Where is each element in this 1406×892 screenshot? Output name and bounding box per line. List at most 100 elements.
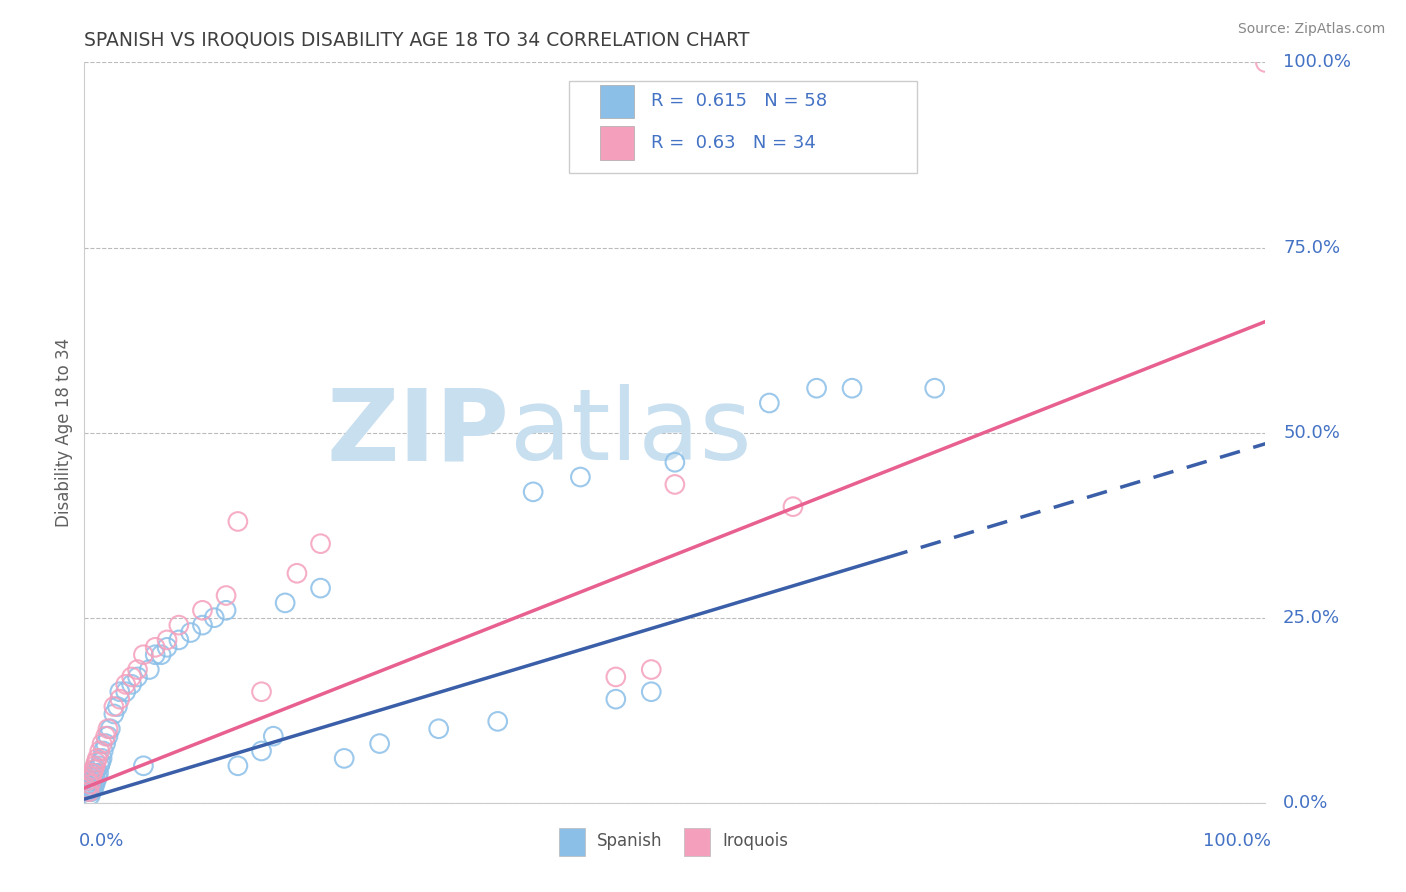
Point: [91, 737, 114, 751]
Point: [76, 780, 98, 795]
Point: [150, 648, 173, 662]
Point: [138, 663, 160, 677]
Text: 0.0%: 0.0%: [1284, 794, 1329, 812]
Point: [83, 770, 105, 784]
Point: [758, 396, 780, 410]
Point: [924, 381, 946, 395]
Point: [664, 477, 686, 491]
Point: [167, 632, 190, 647]
Point: [77, 773, 100, 788]
Point: [333, 751, 356, 765]
Point: [127, 670, 149, 684]
Point: [83, 780, 105, 795]
Text: atlas: atlas: [509, 384, 751, 481]
Point: [250, 744, 273, 758]
Point: [91, 751, 114, 765]
Point: [121, 670, 143, 684]
FancyBboxPatch shape: [600, 85, 634, 118]
Point: [79, 780, 101, 795]
Text: 50.0%: 50.0%: [1284, 424, 1340, 442]
Point: [605, 692, 627, 706]
Point: [180, 625, 202, 640]
Point: [486, 714, 509, 729]
Point: [274, 596, 297, 610]
Point: [77, 785, 100, 799]
Text: 100.0%: 100.0%: [1204, 832, 1271, 850]
Point: [103, 706, 125, 721]
Point: [569, 470, 592, 484]
Point: [664, 455, 686, 469]
Point: [86, 770, 108, 784]
Point: [121, 677, 143, 691]
Text: Spanish: Spanish: [598, 832, 662, 850]
Point: [782, 500, 804, 514]
Point: [86, 751, 108, 765]
Point: [84, 755, 107, 769]
Text: Source: ZipAtlas.com: Source: ZipAtlas.com: [1237, 22, 1385, 37]
Point: [1254, 55, 1277, 70]
Point: [132, 758, 155, 772]
Point: [143, 648, 166, 662]
Point: [82, 766, 104, 780]
FancyBboxPatch shape: [560, 828, 585, 856]
Point: [76, 777, 98, 791]
Text: SPANISH VS IROQUOIS DISABILITY AGE 18 TO 34 CORRELATION CHART: SPANISH VS IROQUOIS DISABILITY AGE 18 TO…: [84, 30, 749, 50]
Point: [215, 589, 238, 603]
Text: Iroquois: Iroquois: [723, 832, 789, 850]
Point: [84, 773, 107, 788]
FancyBboxPatch shape: [600, 127, 634, 160]
Point: [114, 677, 136, 691]
Point: [98, 722, 121, 736]
Point: [143, 640, 166, 655]
Point: [79, 777, 101, 791]
Point: [91, 744, 114, 758]
Point: [250, 685, 273, 699]
Point: [80, 785, 103, 799]
Point: [640, 685, 662, 699]
Point: [90, 755, 112, 769]
Text: R =  0.615   N = 58: R = 0.615 N = 58: [651, 92, 827, 111]
Point: [89, 758, 111, 772]
FancyBboxPatch shape: [568, 81, 917, 173]
Point: [77, 785, 100, 799]
Point: [156, 640, 179, 655]
FancyBboxPatch shape: [685, 828, 710, 856]
Point: [368, 737, 391, 751]
Text: 25.0%: 25.0%: [1284, 608, 1340, 627]
Point: [84, 766, 107, 780]
Point: [80, 777, 103, 791]
Point: [97, 729, 120, 743]
Point: [108, 685, 131, 699]
Point: [107, 699, 129, 714]
Point: [82, 782, 104, 797]
Point: [84, 763, 107, 777]
Point: [156, 632, 179, 647]
Text: 0.0%: 0.0%: [79, 832, 124, 850]
Point: [94, 729, 117, 743]
Point: [309, 581, 332, 595]
Text: 75.0%: 75.0%: [1284, 238, 1340, 257]
Point: [84, 758, 107, 772]
Point: [226, 515, 249, 529]
Point: [94, 737, 117, 751]
Point: [605, 670, 627, 684]
Point: [89, 744, 111, 758]
Point: [79, 789, 101, 803]
Point: [522, 484, 544, 499]
Point: [80, 770, 103, 784]
Point: [309, 536, 332, 550]
Point: [841, 381, 863, 395]
Point: [226, 758, 249, 772]
Point: [262, 729, 284, 743]
Point: [191, 618, 214, 632]
Point: [83, 763, 105, 777]
Point: [82, 773, 104, 788]
Point: [127, 663, 149, 677]
Y-axis label: Disability Age 18 to 34: Disability Age 18 to 34: [55, 338, 73, 527]
Point: [108, 692, 131, 706]
Text: ZIP: ZIP: [326, 384, 509, 481]
Text: R =  0.63   N = 34: R = 0.63 N = 34: [651, 134, 815, 152]
Point: [191, 603, 214, 617]
Point: [640, 663, 662, 677]
Point: [215, 603, 238, 617]
